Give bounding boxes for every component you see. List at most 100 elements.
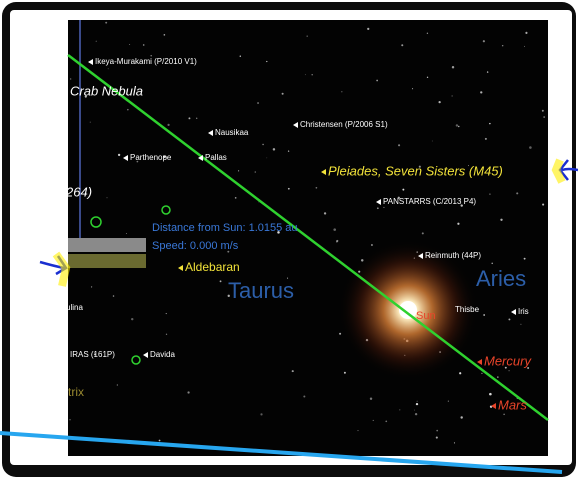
star bbox=[260, 413, 262, 415]
star bbox=[339, 333, 341, 335]
star bbox=[196, 118, 197, 119]
star bbox=[288, 150, 289, 151]
star bbox=[452, 66, 454, 68]
star bbox=[143, 44, 145, 46]
star bbox=[458, 126, 459, 127]
star bbox=[480, 91, 482, 93]
star bbox=[485, 138, 487, 140]
star bbox=[417, 401, 418, 402]
panel-bar bbox=[68, 254, 146, 268]
star bbox=[415, 413, 417, 415]
star bbox=[402, 189, 404, 191]
object-label: IRAS (161P) bbox=[70, 350, 115, 359]
star bbox=[106, 197, 107, 198]
star bbox=[117, 384, 118, 385]
star bbox=[542, 110, 544, 112]
star bbox=[516, 192, 518, 194]
star bbox=[166, 313, 167, 314]
star bbox=[416, 403, 418, 405]
object-label: Mercury bbox=[484, 353, 532, 368]
object-label: Pleiades, Seven Sisters (M45) bbox=[328, 163, 503, 178]
object-label: 264) bbox=[65, 184, 92, 199]
object-label: Taurus bbox=[228, 278, 294, 303]
star bbox=[543, 116, 545, 118]
star bbox=[187, 391, 189, 393]
star bbox=[436, 430, 438, 432]
star bbox=[398, 144, 400, 146]
star bbox=[383, 207, 384, 208]
object-label: Ikeya-Murakami (P/2010 V1) bbox=[95, 57, 197, 66]
object-label: Iris bbox=[518, 307, 529, 316]
star bbox=[316, 187, 318, 189]
star bbox=[113, 295, 115, 297]
star bbox=[500, 219, 502, 221]
star bbox=[240, 56, 241, 57]
object-label: ulina bbox=[66, 303, 83, 312]
star bbox=[127, 109, 129, 111]
star bbox=[70, 78, 72, 80]
star bbox=[312, 74, 313, 75]
star bbox=[481, 373, 482, 374]
star bbox=[436, 437, 438, 439]
screenshot: Ikeya-Murakami (P/2010 V1) Crab Nebula Chr… bbox=[0, 0, 578, 479]
star bbox=[273, 148, 275, 150]
panel-bar bbox=[68, 238, 146, 252]
star bbox=[357, 430, 358, 431]
star bbox=[438, 101, 440, 103]
star bbox=[489, 393, 492, 396]
star bbox=[131, 318, 133, 320]
object-label: Aldebaran bbox=[185, 260, 240, 274]
star bbox=[108, 68, 109, 69]
star bbox=[336, 240, 338, 242]
star bbox=[166, 334, 167, 335]
star bbox=[491, 263, 492, 264]
star bbox=[333, 228, 336, 231]
star bbox=[69, 419, 70, 420]
object-label: Christensen (P/2006 S1) bbox=[300, 120, 388, 129]
star bbox=[220, 280, 222, 282]
star bbox=[164, 34, 166, 36]
star bbox=[529, 146, 532, 149]
star bbox=[288, 188, 290, 190]
star bbox=[399, 409, 400, 410]
object-label: Thisbe bbox=[455, 305, 480, 314]
star bbox=[524, 258, 526, 260]
star bbox=[508, 318, 510, 320]
star bbox=[91, 286, 92, 287]
star bbox=[344, 372, 346, 374]
star bbox=[307, 36, 308, 37]
star bbox=[167, 124, 169, 126]
star bbox=[503, 414, 504, 415]
star bbox=[487, 71, 488, 72]
star bbox=[412, 88, 413, 89]
object-label: Parthenope bbox=[130, 153, 172, 162]
star bbox=[483, 40, 485, 42]
star bbox=[483, 314, 485, 316]
star bbox=[305, 74, 306, 75]
star bbox=[457, 223, 459, 225]
star bbox=[371, 244, 373, 246]
object-label: trix bbox=[68, 385, 84, 399]
star bbox=[96, 41, 97, 42]
star bbox=[448, 401, 449, 402]
star bbox=[385, 420, 387, 422]
star bbox=[460, 416, 462, 418]
star bbox=[370, 398, 372, 400]
star bbox=[90, 122, 91, 123]
star bbox=[324, 212, 326, 214]
star bbox=[341, 91, 342, 92]
object-label: Crab Nebula bbox=[70, 83, 143, 98]
star bbox=[509, 370, 510, 371]
object-label: Sun bbox=[416, 310, 436, 322]
star bbox=[502, 45, 503, 46]
star bbox=[105, 22, 107, 24]
star bbox=[456, 124, 458, 126]
star bbox=[454, 442, 455, 443]
star bbox=[376, 80, 378, 82]
star bbox=[524, 46, 525, 47]
star bbox=[373, 420, 374, 421]
star bbox=[188, 117, 190, 119]
star bbox=[497, 376, 498, 377]
star bbox=[414, 410, 415, 411]
star bbox=[525, 32, 527, 34]
